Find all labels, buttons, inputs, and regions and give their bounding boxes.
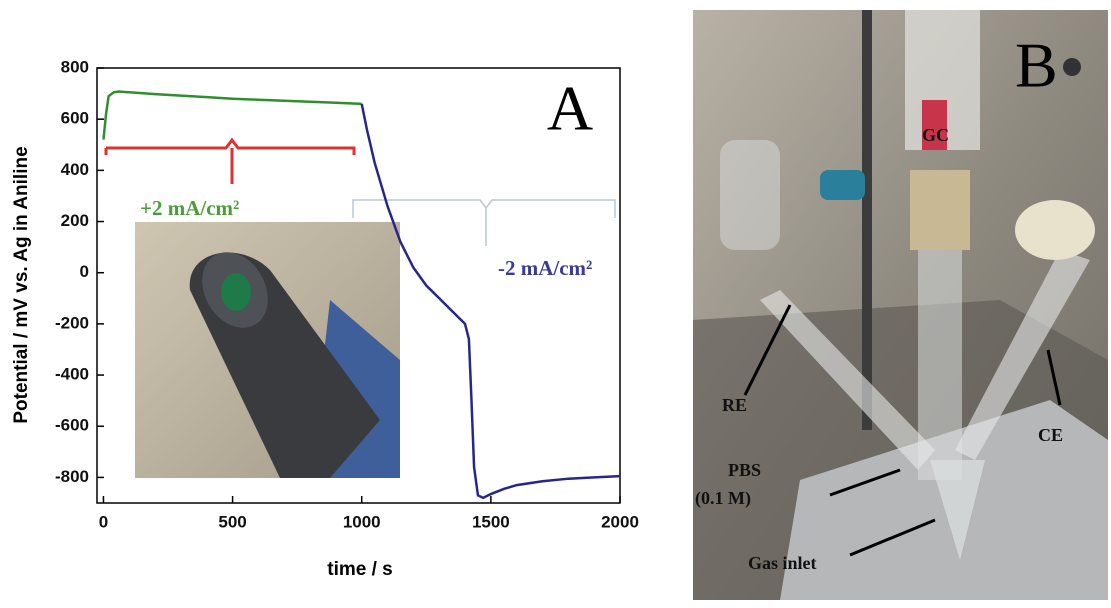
bracket xyxy=(104,137,356,184)
inset-photo xyxy=(135,222,400,478)
y-tick-label: -200 xyxy=(55,313,89,332)
y-axis-label: Potential / mV vs. Ag in Aniline xyxy=(11,146,32,423)
panel-label: B xyxy=(1015,30,1058,101)
photo-label: GC xyxy=(922,125,949,145)
y-tick-label: 0 xyxy=(80,262,89,281)
x-tick-label: 1000 xyxy=(343,512,381,531)
y-tick-label: 200 xyxy=(61,211,89,230)
x-tick-label: 1500 xyxy=(472,512,510,531)
x-tick-label: 2000 xyxy=(601,512,639,531)
x-tick-label: 500 xyxy=(218,512,246,531)
y-tick-label: 400 xyxy=(61,160,89,179)
line xyxy=(102,90,362,140)
photo-label: CE xyxy=(1038,425,1063,445)
photo xyxy=(693,10,1108,600)
photo-label: RE xyxy=(722,395,747,415)
bracket xyxy=(352,199,616,246)
line xyxy=(360,103,621,500)
x-axis-label: time / s xyxy=(327,559,392,580)
y-tick-label: -800 xyxy=(55,467,89,486)
photo-label: PBS xyxy=(728,460,761,480)
photo-label: (0.1 M) xyxy=(695,488,751,509)
photo-label: Gas inlet xyxy=(748,553,817,573)
y-tick-label: 600 xyxy=(61,109,89,128)
y-tick-label: -400 xyxy=(55,365,89,384)
x-tick-label: 0 xyxy=(99,512,108,531)
y-tick-label: -600 xyxy=(55,416,89,435)
annotation: +2 mA/cm² xyxy=(140,196,239,220)
panel-label: A xyxy=(547,73,593,144)
y-tick-label: 800 xyxy=(61,57,89,76)
annotation: -2 mA/cm² xyxy=(498,256,592,280)
arrow xyxy=(743,304,1062,557)
plot-frame xyxy=(96,67,621,504)
